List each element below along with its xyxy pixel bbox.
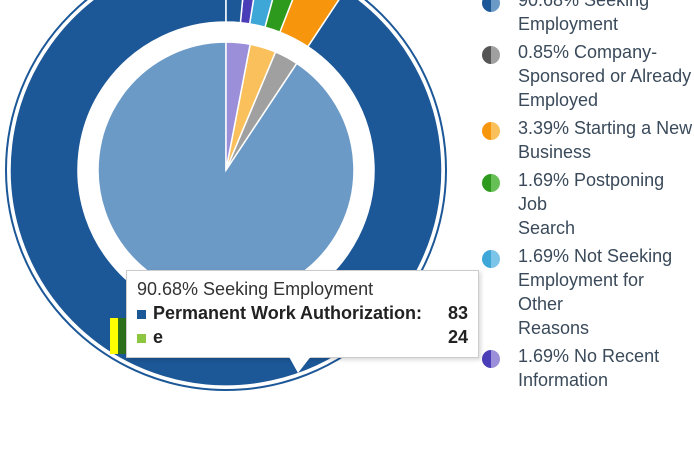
tooltip-pointer: [288, 355, 312, 373]
legend: 90.68% Seeking Employment 0.85% Company-…: [482, 0, 694, 396]
outer-ring-border: [5, 0, 447, 391]
legend-label: 1.69% Not Seeking Employment for Other R…: [518, 246, 673, 338]
tooltip-row-label: e: [153, 327, 164, 347]
tooltip-title: 90.68% Seeking Employment: [137, 279, 374, 299]
legend-item[interactable]: 1.69% Not Seeking Employment for Other R…: [482, 244, 694, 340]
legend-item[interactable]: 3.39% Starting a New Business: [482, 116, 694, 164]
legend-marker: [482, 350, 500, 368]
slice-inner[interactable]: [225, 41, 252, 171]
slice-outer[interactable]: [225, 0, 247, 24]
legend-marker: [482, 174, 500, 192]
tooltip-row: Permanent Work Authorization: 83: [137, 303, 468, 325]
legend-marker: [482, 46, 500, 64]
legend-marker: [482, 0, 500, 12]
legend-label: 3.39% Starting a New Business: [518, 118, 693, 162]
legend-item[interactable]: 1.69% No Recent Information: [482, 344, 694, 392]
legend-marker: [482, 122, 500, 140]
tooltip-row-value: 24: [447, 327, 468, 347]
tooltip-row-label: Permanent Work Authorization:: [153, 303, 423, 323]
legend-label: 1.69% No Recent Information: [518, 346, 660, 390]
legend-item[interactable]: 90.68% Seeking Employment: [482, 0, 694, 36]
legend-label: 0.85% Company- Sponsored or Already Empl…: [518, 42, 692, 110]
tooltip-row-value: 83: [447, 303, 468, 323]
tooltip-series-marker: [137, 334, 146, 343]
tooltip-series-marker: [137, 310, 146, 319]
legend-marker: [482, 250, 500, 268]
legend-label: 1.69% Postponing Job Search: [518, 170, 665, 238]
tooltip: 90.68% Seeking Employment Permanent Work…: [126, 270, 479, 358]
legend-item[interactable]: 1.69% Postponing Job Search: [482, 168, 694, 240]
tooltip-row: e 24: [137, 327, 468, 349]
inner-pie: [97, 41, 355, 299]
legend-label: 90.68% Seeking Employment: [518, 0, 650, 34]
legend-item[interactable]: 0.85% Company- Sponsored or Already Empl…: [482, 40, 694, 112]
